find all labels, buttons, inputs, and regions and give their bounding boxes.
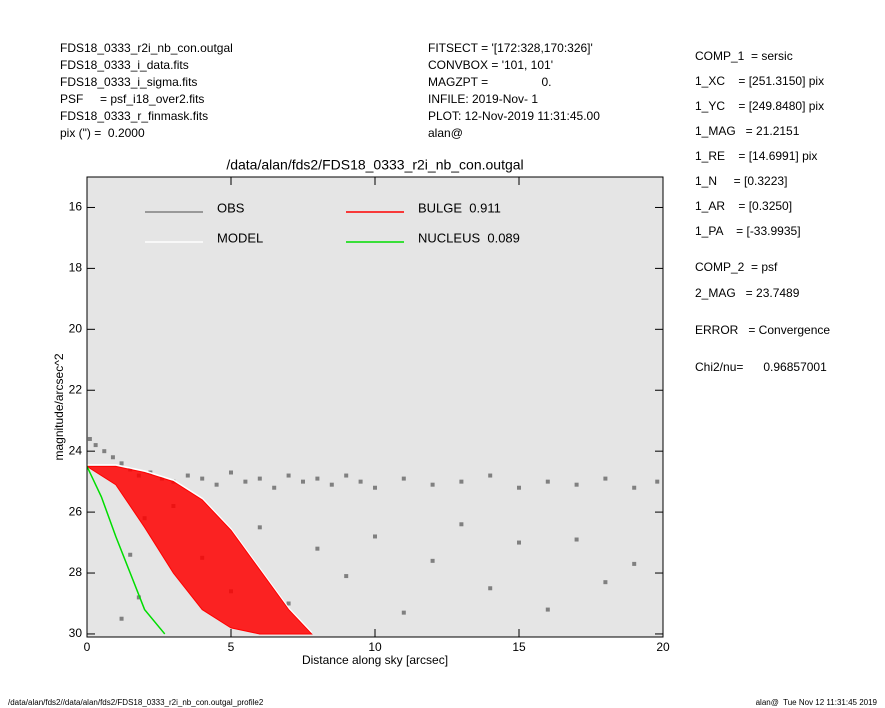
obs-point — [229, 470, 233, 475]
obs-point — [459, 479, 464, 484]
obs-point — [200, 476, 205, 481]
obs-point — [401, 610, 406, 615]
obs-point — [214, 482, 219, 487]
obs-point — [632, 485, 637, 490]
parameter-line: COMP_2 = psf — [695, 260, 778, 274]
header-left-line: pix (") = 0.2000 — [60, 126, 145, 140]
obs-point — [574, 537, 579, 542]
x-axis-label: Distance along sky [arcsec] — [302, 653, 448, 667]
obs-point — [301, 479, 305, 484]
obs-point — [344, 574, 349, 579]
y-tick-label: 26 — [69, 504, 83, 518]
obs-point — [344, 473, 349, 478]
obs-point — [87, 436, 92, 441]
plot-area — [87, 436, 660, 635]
y-tick-label: 22 — [69, 382, 83, 396]
x-tick-label: 5 — [228, 640, 235, 654]
y-tick-label: 16 — [69, 200, 83, 214]
obs-point — [574, 482, 579, 487]
y-tick-label: 24 — [69, 443, 83, 457]
obs-point — [286, 601, 291, 606]
parameter-line: ERROR = Convergence — [695, 323, 830, 337]
legend-label: OBS — [217, 200, 245, 215]
obs-point — [315, 546, 320, 551]
obs-point — [329, 482, 334, 487]
obs-point — [459, 522, 464, 527]
obs-point — [257, 525, 262, 530]
parameter-line: 1_AR = [0.3250] — [695, 199, 792, 213]
legend-label: MODEL — [217, 230, 263, 245]
obs-point — [373, 485, 377, 490]
obs-point — [517, 540, 521, 545]
obs-point — [119, 461, 124, 466]
chart-title: /data/alan/fds2/FDS18_0333_r2i_nb_con.ou… — [226, 157, 523, 173]
bulge-band — [87, 465, 313, 635]
parameter-line: 1_XC = [251.3150] pix — [695, 74, 824, 88]
header-left-line: FDS18_0333_i_sigma.fits — [60, 75, 197, 89]
obs-point — [119, 616, 124, 621]
x-tick-label: 0 — [84, 640, 91, 654]
obs-point — [603, 580, 608, 585]
x-tick-label: 20 — [656, 640, 670, 654]
obs-point — [603, 476, 608, 481]
header-middle-line: CONVBOX = '101, 101' — [428, 58, 553, 72]
obs-point — [272, 485, 277, 490]
header-left-line: FDS18_0333_r2i_nb_con.outgal — [60, 41, 233, 55]
footer-right: alan@ Tue Nov 12 11:31:45 2019 — [756, 698, 878, 707]
obs-point — [286, 473, 291, 478]
footer-left: /data/alan/fds2//data/alan/fds2/FDS18_03… — [8, 698, 264, 707]
legend-label: NUCLEUS 0.089 — [418, 230, 520, 245]
obs-point — [257, 476, 262, 481]
obs-point — [545, 607, 550, 612]
y-tick-label: 18 — [69, 261, 83, 275]
obs-point — [358, 479, 363, 484]
header-middle-line: PLOT: 12-Nov-2019 11:31:45.00 — [428, 109, 600, 123]
obs-point — [110, 455, 115, 460]
obs-point — [430, 558, 435, 563]
header-middle-line: MAGZPT = 0. — [428, 75, 551, 89]
parameter-line: 2_MAG = 23.7489 — [695, 286, 800, 300]
y-tick-label: 28 — [69, 565, 83, 579]
y-axis-label: magnitude/arcsec^2 — [52, 353, 66, 460]
legend-label: BULGE 0.911 — [418, 200, 501, 215]
obs-point — [185, 473, 190, 478]
obs-point — [102, 449, 107, 454]
obs-point — [517, 485, 521, 490]
obs-point — [632, 561, 637, 566]
header-left-line: FDS18_0333_i_data.fits — [60, 58, 189, 72]
obs-point — [315, 476, 320, 481]
y-tick-label: 30 — [69, 626, 83, 640]
model-line — [87, 466, 166, 635]
obs-point — [655, 479, 660, 484]
obs-point — [401, 476, 406, 481]
y-tick-label: 20 — [69, 321, 83, 335]
parameter-line: 1_YC = [249.8480] pix — [695, 99, 824, 113]
parameter-line: Chi2/nu= 0.96857001 — [695, 360, 827, 374]
obs-point — [93, 443, 98, 448]
header-left-line: FDS18_0333_r_finmask.fits — [60, 109, 208, 123]
header-middle-line: FITSECT = '[172:328,170:326]' — [428, 41, 593, 55]
parameter-line: 1_N = [0.3223] — [695, 174, 787, 188]
header-middle-line: alan@ — [428, 126, 463, 140]
model-line — [87, 464, 313, 633]
obs-point — [430, 482, 435, 487]
x-tick-label: 10 — [368, 640, 382, 654]
header-left-line: PSF = psf_i18_over2.fits — [60, 92, 204, 106]
parameter-line: 1_RE = [14.6991] pix — [695, 149, 817, 163]
obs-point — [136, 595, 141, 600]
obs-point — [545, 479, 550, 484]
header-middle-line: INFILE: 2019-Nov- 1 — [428, 92, 538, 106]
parameter-line: 1_PA = [-33.9935] — [695, 224, 801, 238]
x-tick-label: 15 — [512, 640, 526, 654]
obs-point — [488, 586, 493, 591]
obs-point — [243, 479, 248, 484]
parameter-line: COMP_1 = sersic — [695, 49, 793, 63]
obs-point — [373, 534, 377, 539]
obs-point — [128, 552, 133, 557]
obs-point — [488, 473, 493, 478]
parameter-line: 1_MAG = 21.2151 — [695, 124, 800, 138]
